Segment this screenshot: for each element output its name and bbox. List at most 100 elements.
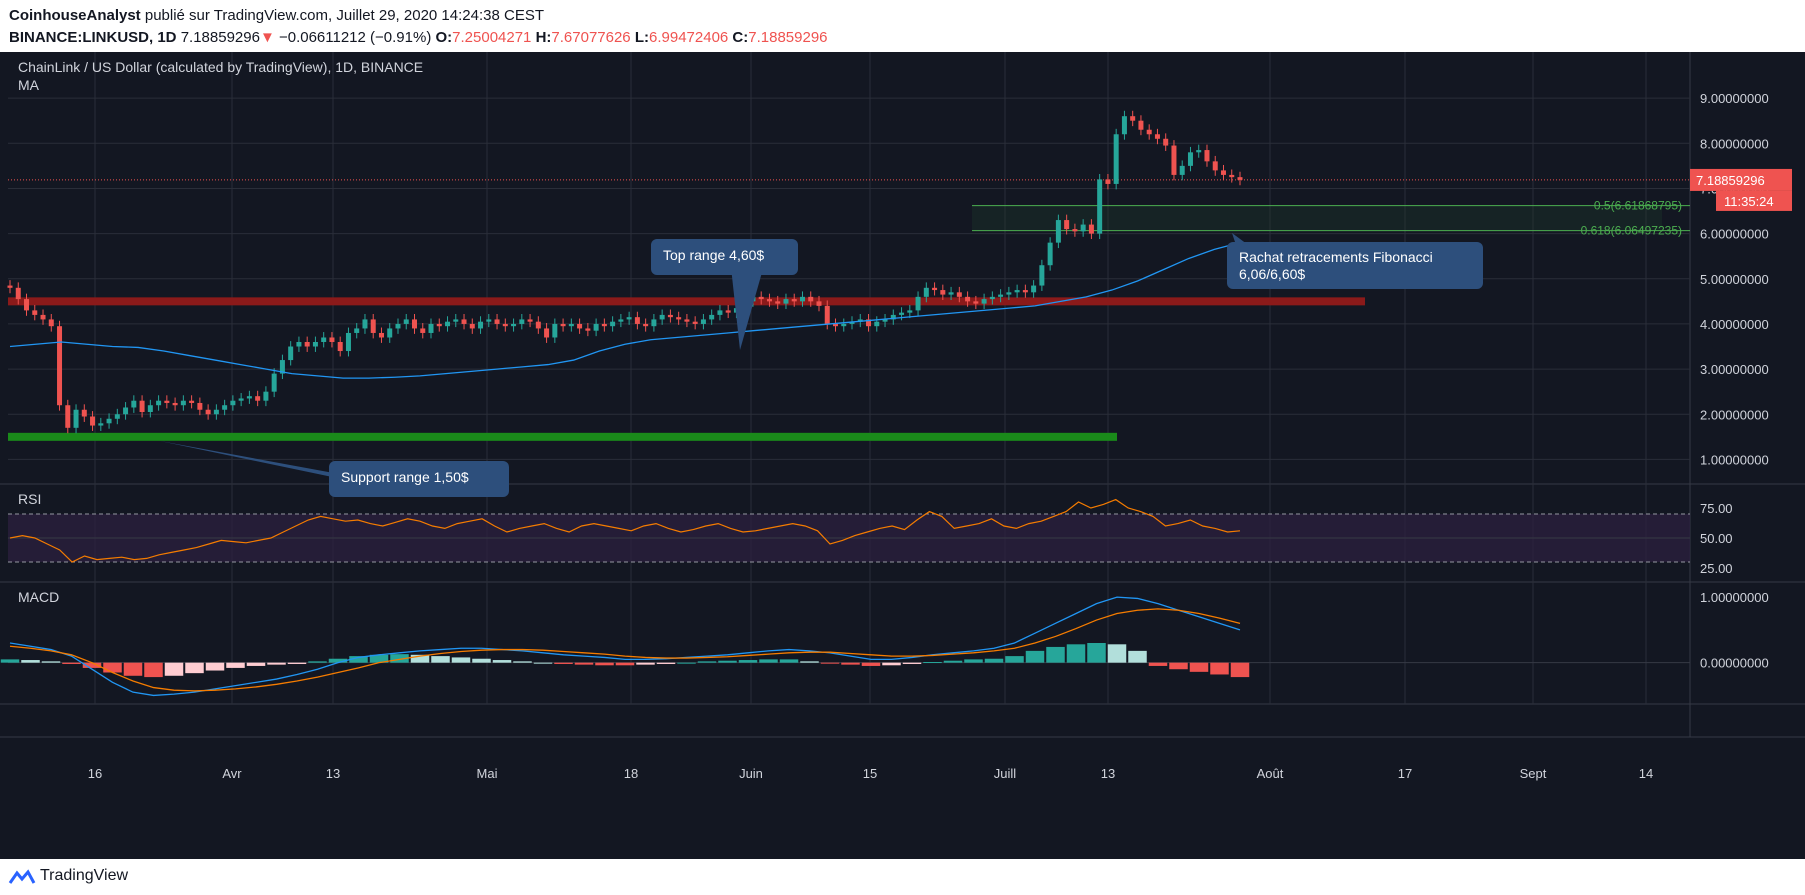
macd-histogram-bar (410, 654, 430, 663)
macd-histogram-bar (82, 662, 102, 668)
candle-body (164, 400, 170, 403)
candle-body (81, 409, 87, 417)
candle-body (1229, 174, 1235, 178)
time-tick-label: 18 (624, 766, 638, 781)
candle-body (527, 319, 533, 322)
macd-histogram-bar (1148, 662, 1168, 666)
candle-body (667, 314, 673, 318)
candle-body (139, 400, 145, 412)
candle-body (923, 287, 929, 297)
open-value: 7.25004271 (452, 29, 532, 46)
tradingview-logo-icon[interactable] (8, 869, 36, 885)
candle-body (1039, 265, 1045, 286)
candle-body (1196, 150, 1202, 153)
candle-body (1146, 129, 1152, 135)
macd-histogram-bar (1230, 662, 1250, 678)
price-change: −0.06611212 (−0.91%) (278, 29, 432, 46)
macd-histogram-bar (554, 662, 573, 664)
macd-histogram-bar (369, 654, 389, 663)
candle-body (1237, 177, 1243, 180)
macd-histogram-bar (697, 661, 717, 663)
candle-body (618, 319, 624, 322)
candle-body (114, 414, 120, 419)
candle-body (469, 323, 475, 329)
candle-body (1154, 134, 1160, 139)
macd-histogram-bar (1169, 662, 1188, 670)
candle-body (189, 400, 195, 403)
rsi-tick-label: 50.00 (1700, 531, 1733, 546)
candle-body (1130, 116, 1136, 121)
macd-histogram-bar (1107, 644, 1127, 663)
price-tick-label: 5.00000000 (1700, 272, 1769, 287)
candle-body (692, 321, 698, 324)
candle-body (544, 328, 550, 338)
candle-body (24, 299, 30, 311)
last-price-badge (1690, 168, 1792, 191)
candle-body (1121, 116, 1127, 135)
candle-body (684, 319, 690, 322)
macd-histogram-bar (390, 654, 409, 663)
macd-histogram-bar (1189, 662, 1209, 672)
time-tick-label: 15 (863, 766, 877, 781)
candle-body (808, 296, 814, 302)
price-tick-label: 9.00000000 (1700, 91, 1769, 106)
macd-histogram-bar (287, 662, 307, 664)
candle-body (1113, 134, 1119, 184)
candle-body (899, 312, 905, 315)
candle-body (824, 305, 830, 324)
candle-body (90, 416, 96, 426)
macd-signal-line (9, 608, 1241, 692)
candle-body (857, 319, 863, 322)
candle-body (535, 321, 541, 329)
candle-body (1097, 179, 1103, 234)
candle-body (65, 405, 71, 428)
ohlc-line: BINANCE:LINKUSD, 1D 7.18859296▼ −0.06611… (9, 29, 828, 46)
candle-body (601, 323, 607, 327)
candle-body (345, 332, 351, 352)
candle-body (1055, 220, 1061, 243)
candle-body (940, 290, 946, 295)
candle-body (634, 317, 640, 324)
candle-body (213, 409, 219, 415)
high-value: 7.67077626 (551, 29, 631, 46)
time-tick-label: Sept (1520, 766, 1547, 781)
tradingview-brand[interactable]: TradingView (40, 867, 129, 884)
candle-body (296, 342, 302, 347)
candle-body (841, 323, 847, 327)
candle-body (766, 299, 772, 302)
candle-body (973, 301, 979, 304)
price-tick-label: 2.00000000 (1700, 407, 1769, 422)
candle-body (932, 287, 938, 291)
down-arrow-icon: ▼ (259, 29, 275, 46)
candle-body (758, 296, 764, 300)
candle-body (106, 418, 112, 424)
chart-canvas[interactable]: 0.5(6.61868795) 0.618(6.06497235) RSI 75.0… (0, 52, 1805, 859)
candle-body (659, 314, 665, 320)
level-band-top-range (8, 297, 1365, 306)
macd-histogram-bar (615, 662, 635, 666)
macd-histogram-bar (1128, 650, 1147, 663)
candle-body (222, 405, 228, 410)
candle-body (238, 398, 244, 401)
macd-histogram-bar (62, 662, 81, 664)
candle-body (981, 299, 987, 304)
candle-body (494, 319, 500, 324)
author-name[interactable]: CoinhouseAnalyst (9, 7, 141, 24)
macd-histogram-bar (144, 662, 163, 678)
macd-histogram-bar (984, 658, 1004, 663)
macd-histogram-bar (513, 661, 532, 663)
candle-body (1088, 224, 1094, 234)
candle-body (486, 319, 492, 322)
candle-body (956, 292, 962, 297)
candle-body (1014, 290, 1020, 293)
candle-body (123, 407, 129, 415)
chart-area[interactable]: 0.5(6.61868795) 0.618(6.06497235) RSI 75.0… (0, 52, 1805, 859)
macd-tick-label: 0.00000000 (1700, 656, 1769, 671)
callout-box (1227, 242, 1483, 289)
rsi-tick-label: 75.00 (1700, 501, 1733, 516)
macd-histogram-bar (779, 659, 799, 663)
candle-body (362, 319, 368, 329)
macd-histogram-bar (861, 662, 881, 666)
candle-body (329, 337, 335, 342)
macd-histogram-bar (431, 656, 450, 663)
